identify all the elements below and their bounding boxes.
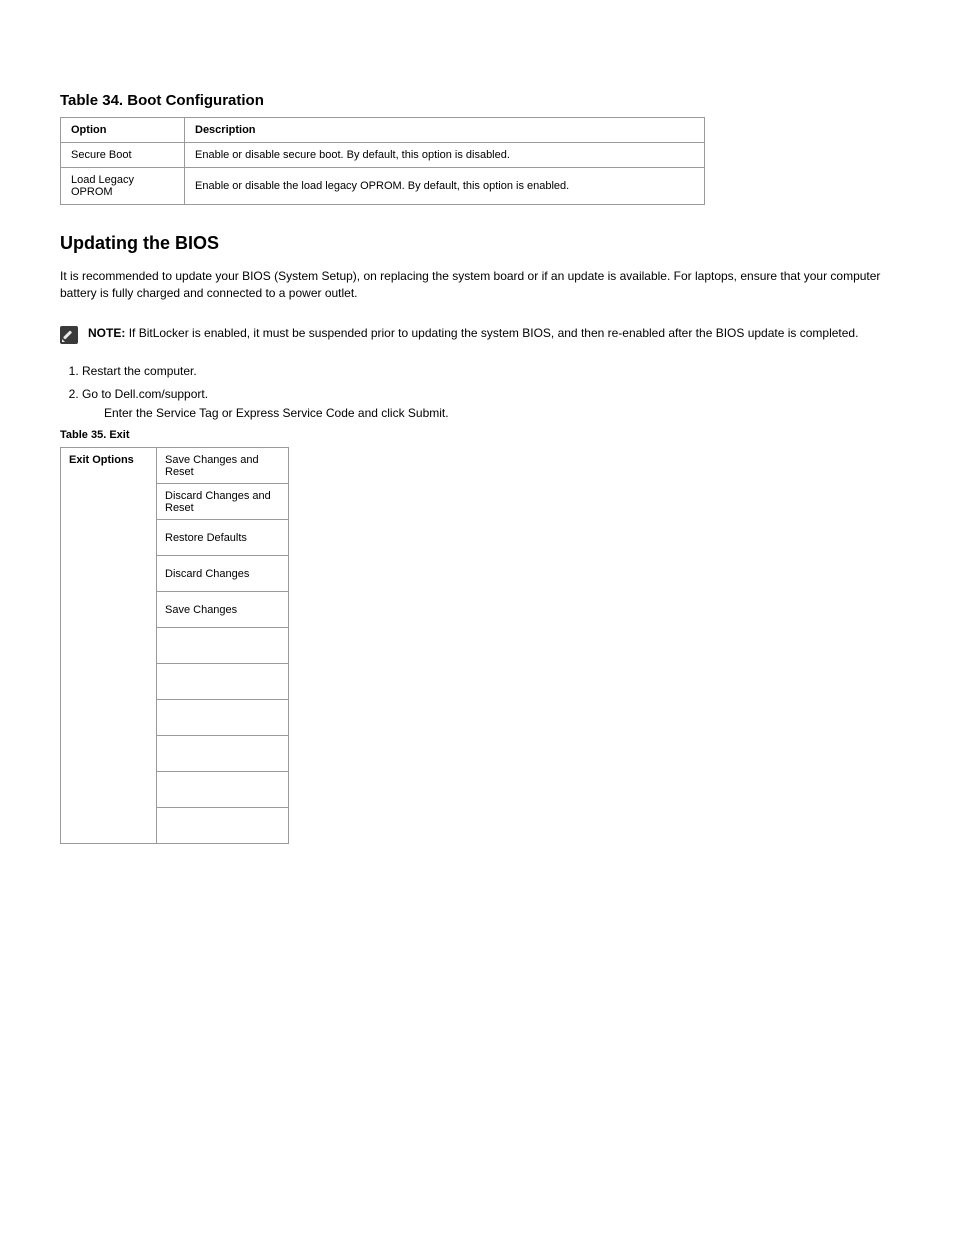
table-34-caption: Table 34. Boot Configuration — [60, 92, 894, 109]
step-item: Go to Dell.com/support. Enter the Servic… — [82, 385, 894, 423]
col-header-option: Option — [61, 118, 185, 143]
step-subtext: Enter the Service Tag or Express Service… — [104, 404, 894, 423]
cell-exit-option — [157, 736, 289, 772]
cell-description: Enable or disable the load legacy OPROM.… — [185, 168, 705, 205]
cell-exit-option — [157, 700, 289, 736]
table-row: Secure Boot Enable or disable secure boo… — [61, 143, 705, 168]
cell-description: Enable or disable secure boot. By defaul… — [185, 143, 705, 168]
note-label: NOTE: — [88, 326, 125, 340]
cell-exit-option: Discard Changes and Reset — [157, 484, 289, 520]
cell-exit-option — [157, 628, 289, 664]
boot-configuration-table: Option Description Secure Boot Enable or… — [60, 117, 705, 205]
steps-list: Restart the computer. Go to Dell.com/sup… — [60, 362, 894, 424]
exit-options-table: Exit Options Save Changes and Reset Disc… — [60, 447, 289, 844]
updating-bios-heading: Updating the BIOS — [60, 233, 894, 254]
cell-exit-option: Save Changes and Reset — [157, 448, 289, 484]
table-header-row: Option Description — [61, 118, 705, 143]
note-body: If BitLocker is enabled, it must be susp… — [129, 326, 859, 340]
intro-paragraph: It is recommended to update your BIOS (S… — [60, 268, 894, 303]
step-item: Restart the computer. — [82, 362, 894, 381]
step-text: Go to Dell.com/support. — [82, 387, 208, 401]
cell-option: Secure Boot — [61, 143, 185, 168]
pencil-note-icon — [60, 326, 78, 344]
cell-option: Load Legacy OPROM — [61, 168, 185, 205]
cell-exit-option: Discard Changes — [157, 556, 289, 592]
cell-exit-option — [157, 664, 289, 700]
cell-exit-option: Restore Defaults — [157, 520, 289, 556]
row-header-exit-options: Exit Options — [61, 448, 157, 844]
table-row: Exit Options Save Changes and Reset — [61, 448, 289, 484]
note-text: NOTE: If BitLocker is enabled, it must b… — [88, 325, 858, 342]
page: Table 34. Boot Configuration Option Desc… — [0, 0, 954, 1235]
col-header-description: Description — [185, 118, 705, 143]
table-35-caption: Table 35. Exit — [60, 429, 894, 441]
exit-table-wrapper: Exit Options Save Changes and Reset Disc… — [60, 447, 894, 844]
table-row: Load Legacy OPROM Enable or disable the … — [61, 168, 705, 205]
cell-exit-option — [157, 772, 289, 808]
cell-exit-option: Save Changes — [157, 592, 289, 628]
cell-exit-option — [157, 808, 289, 844]
note: NOTE: If BitLocker is enabled, it must b… — [60, 325, 894, 344]
